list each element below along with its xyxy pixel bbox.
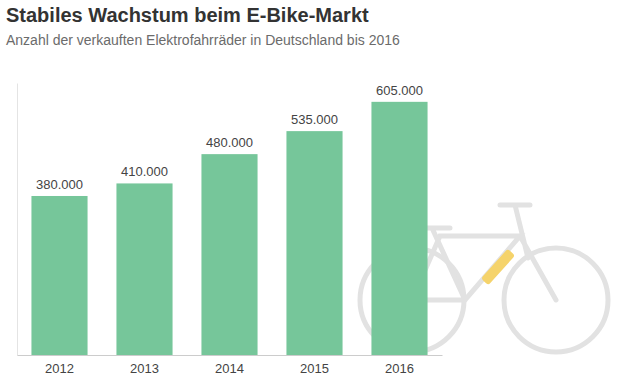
x-tick-label: 2015	[300, 361, 329, 376]
x-tick: 2016	[385, 355, 414, 376]
y-axis-line	[17, 84, 18, 356]
data-label: 605.000	[376, 83, 423, 98]
x-tick-label: 2012	[45, 361, 74, 376]
bar	[201, 154, 257, 355]
x-tick-label: 2013	[130, 361, 159, 376]
bar	[31, 196, 87, 355]
data-label: 535.000	[291, 112, 338, 127]
x-axis-line	[18, 355, 443, 356]
x-axis: 2012 2013 2014 2015 2016	[18, 355, 443, 376]
bike-frame	[412, 205, 556, 300]
x-tick-label: 2014	[215, 361, 244, 376]
x-tick: 2014	[215, 355, 244, 376]
bike-battery	[481, 249, 515, 285]
x-tick: 2015	[300, 355, 329, 376]
title: Stabiles Wachstum beim E-Bike-Markt	[6, 4, 369, 26]
data-label: 410.000	[121, 164, 168, 179]
x-tick: 2013	[130, 355, 159, 376]
data-labels: 380.000 410.000 480.000 535.000 605.000	[36, 83, 423, 192]
x-tick: 2012	[45, 355, 74, 376]
bar	[286, 131, 342, 355]
subtitle: Anzahl der verkauften Elektrofahrräder i…	[6, 32, 400, 48]
y-axis	[17, 84, 18, 356]
bar	[116, 183, 172, 355]
data-label: 380.000	[36, 177, 83, 192]
data-label: 480.000	[206, 135, 253, 150]
bar	[371, 102, 427, 355]
chart: Stabiles Wachstum beim E-Bike-Markt Anzah…	[0, 0, 621, 383]
bars	[31, 102, 427, 355]
x-tick-label: 2016	[385, 361, 414, 376]
